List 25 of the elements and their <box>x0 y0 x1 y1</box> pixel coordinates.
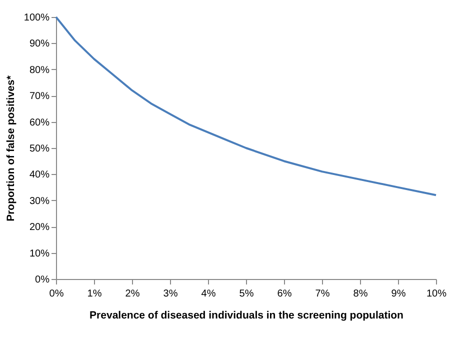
line-series <box>55 16 437 196</box>
y-tick-label: 90% <box>29 38 50 50</box>
y-tick-label: 60% <box>29 117 50 128</box>
x-tick-label: 10% <box>426 288 447 300</box>
x-tick-label: 4% <box>201 288 216 300</box>
x-tick-label: 7% <box>315 288 330 300</box>
y-tick-label: 0% <box>35 274 50 286</box>
x-tick-label: 5% <box>239 288 254 300</box>
x-tick-label: 1% <box>87 288 102 300</box>
x-tick-label: 6% <box>277 288 292 300</box>
y-tick-label: 30% <box>29 196 50 207</box>
y-tick-label: 70% <box>29 91 50 102</box>
x-tick-label: 9% <box>391 288 406 300</box>
y-axis-title: Proportion of false positives* <box>4 74 17 222</box>
y-tick-label: 50% <box>29 144 50 154</box>
y-tick-label: 40% <box>29 170 50 181</box>
y-tick-label: 20% <box>29 222 50 234</box>
x-tick-label: 8% <box>353 288 368 300</box>
x-tick-label: 3% <box>163 288 178 300</box>
x-tick-label: 2% <box>125 288 140 300</box>
y-tick-label: 10% <box>29 248 50 260</box>
y-tick-label: 80% <box>29 64 50 76</box>
x-tick-label: 0% <box>49 288 64 300</box>
x-axis-title: Prevalence of diseased individuals in the screening population <box>90 310 404 322</box>
y-tick-label: 100% <box>24 12 50 24</box>
